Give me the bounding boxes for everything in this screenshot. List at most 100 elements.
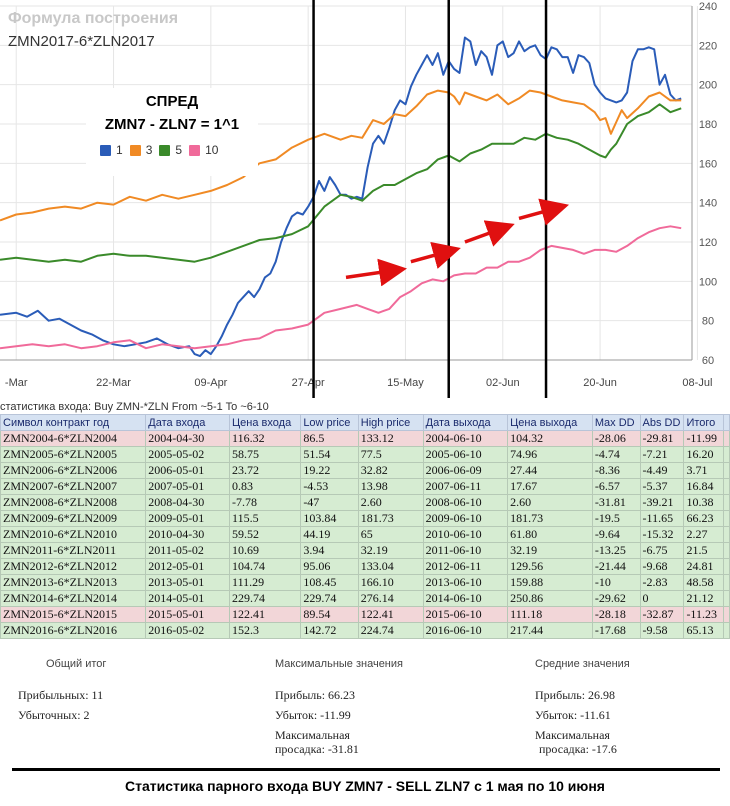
table-cell: 61.80 (507, 526, 593, 543)
table-cell: 2015-06-10 (422, 606, 509, 623)
table-header-cell[interactable]: Abs DD (639, 414, 685, 431)
table-cell: 2016-05-02 (145, 622, 231, 639)
table-cell: 32.19 (357, 542, 424, 559)
table-cell (723, 446, 730, 463)
table-cell (723, 510, 730, 527)
table-cell: 86.5 (300, 430, 359, 447)
x-tick-label: 08-Jul (682, 377, 712, 389)
table-cell: 0.83 (229, 478, 302, 495)
table-cell (723, 526, 730, 543)
table-row[interactable]: ZMN2007-6*ZLN2007 2007-05-01 0.83 -4.53 13.9… (0, 478, 730, 495)
legend-item-10[interactable]: 10 (189, 143, 218, 157)
series-line-10 (0, 225, 682, 350)
table-cell: -9.68 (639, 558, 685, 575)
table-cell: 2005-05-02 (145, 446, 231, 463)
table-cell: 89.54 (300, 606, 359, 623)
table-header-cell[interactable]: Цена выхода (507, 414, 593, 431)
table-cell: -29.81 (639, 430, 685, 447)
table-cell: 2.27 (683, 526, 725, 543)
table-body: ZMN2004-6*ZLN2004 2004-04-30 116.32 86.5 133… (0, 430, 730, 639)
table-cell: -7.21 (639, 446, 685, 463)
y-tick-label: 180 (699, 119, 717, 131)
trend-arrow (345, 258, 407, 287)
table-row[interactable]: ZMN2011-6*ZLN2011 2011-05-02 10.69 3.94 32.1… (0, 542, 730, 559)
legend-label: 10 (205, 143, 219, 157)
summary-max-profit: Прибыль: 66.23 (275, 688, 356, 702)
table-cell: 65 (357, 526, 424, 543)
table-row[interactable]: ZMN2008-6*ZLN2008 2008-04-30 -7.78 -47 2.60 2… (0, 494, 730, 511)
y-tick-label: 80 (702, 316, 714, 328)
table-cell (723, 542, 730, 559)
table-cell: -47 (300, 494, 359, 511)
table-cell: 2007-06-11 (422, 478, 509, 495)
table-cell: 16.84 (683, 478, 725, 495)
table-header-cell[interactable]: Символ контракт год (0, 414, 147, 431)
table-cell: 59.52 (229, 526, 302, 543)
summary-avg-dd-value: просадка: -17.6 (539, 742, 617, 756)
table-cell (723, 462, 730, 479)
table-cell: 27.44 (507, 462, 593, 479)
table-cell: ZMN2014-6*ZLN2014 (0, 590, 147, 607)
table-header-cell[interactable]: Max DD (591, 414, 641, 431)
table-cell: ZMN2007-6*ZLN2007 (0, 478, 147, 495)
table-cell: 217.44 (507, 622, 593, 639)
table-cell: 2009-05-01 (145, 510, 231, 527)
table-row[interactable]: ZMN2005-6*ZLN2005 2005-05-02 58.75 51.54 77.… (0, 446, 730, 463)
summary-total-heading: Общий итог (46, 658, 107, 670)
table-row[interactable]: ZMN2010-6*ZLN2010 2010-04-30 59.52 44.19 65 2… (0, 526, 730, 543)
table-cell: 2008-06-10 (422, 494, 509, 511)
table-cell: 10.38 (683, 494, 725, 511)
series-line-5 (0, 103, 682, 263)
table-row[interactable]: ZMN2013-6*ZLN2013 2013-05-01 111.29 108.45 1… (0, 574, 730, 591)
legend-item-5[interactable]: 5 (159, 143, 182, 157)
y-tick-label: 220 (699, 40, 717, 52)
table-cell: 66.23 (683, 510, 725, 527)
y-tick-label: 60 (702, 355, 714, 367)
table-cell: 181.73 (507, 510, 593, 527)
summary-avg-loss: Убыток: -11.61 (535, 708, 611, 722)
x-tick-label: 15-May (387, 377, 424, 389)
table-header-cell[interactable]: Low price (300, 414, 359, 431)
table-row[interactable]: ZMN2014-6*ZLN2014 2014-05-01 229.74 229.74 2… (0, 590, 730, 607)
table-cell: -4.49 (639, 462, 685, 479)
table-cell: -31.81 (591, 494, 641, 511)
table-row[interactable]: ZMN2009-6*ZLN2009 2009-05-01 115.5 103.84 18… (0, 510, 730, 527)
table-cell: 2015-05-01 (145, 606, 231, 623)
table-header-cell[interactable]: Дата входа (145, 414, 231, 431)
table-row[interactable]: ZMN2015-6*ZLN2015 2015-05-01 122.41 89.54 12… (0, 606, 730, 623)
table-cell: -15.32 (639, 526, 685, 543)
x-tick-label: 02-Jun (486, 377, 520, 389)
x-tick-label: 22-Mar (96, 377, 131, 389)
table-header-cell[interactable]: High price (357, 414, 424, 431)
table-cell: ZMN2013-6*ZLN2013 (0, 574, 147, 591)
table-cell: 17.67 (507, 478, 593, 495)
table-cell: 2013-05-01 (145, 574, 231, 591)
table-row[interactable]: ZMN2012-6*ZLN2012 2012-05-01 104.74 95.06 13… (0, 558, 730, 575)
table-cell (723, 430, 730, 447)
table-cell (723, 558, 730, 575)
table-cell: 116.32 (229, 430, 302, 447)
table-cell: -5.37 (639, 478, 685, 495)
legend-label: 3 (145, 143, 153, 157)
table-cell: 111.18 (507, 606, 593, 623)
table-cell: 3.94 (300, 542, 359, 559)
table-cell: 16.20 (683, 446, 725, 463)
x-tick-label: 20-Jun (583, 377, 617, 389)
legend-item-1[interactable]: 1 (100, 143, 123, 157)
table-cell: -4.74 (591, 446, 641, 463)
table-header-cell[interactable]: Дата выхода (422, 414, 509, 431)
table-cell: 224.74 (357, 622, 424, 639)
table-row[interactable]: ZMN2016-6*ZLN2016 2016-05-02 152.3 142.72 22… (0, 622, 730, 639)
table-row[interactable]: ZMN2004-6*ZLN2004 2004-04-30 116.32 86.5 133… (0, 430, 730, 447)
table-cell: 51.54 (300, 446, 359, 463)
table-cell: 2005-06-10 (422, 446, 509, 463)
table-header-cell[interactable]: Цена входа (229, 414, 302, 431)
table-header-cell[interactable]: Итого (683, 414, 725, 431)
table-cell: 133.12 (357, 430, 424, 447)
table-header-cell[interactable] (723, 414, 730, 431)
table-row[interactable]: ZMN2006-6*ZLN2006 2006-05-01 23.72 19.22 32.… (0, 462, 730, 479)
table-cell: -39.21 (639, 494, 685, 511)
table-cell: 2008-04-30 (145, 494, 231, 511)
legend-item-3[interactable]: 3 (129, 143, 153, 157)
table-cell: 2014-05-01 (145, 590, 231, 607)
